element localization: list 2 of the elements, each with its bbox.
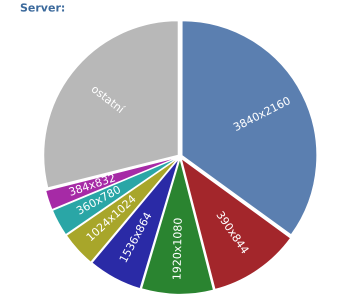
chart-title: Server: [20,1,66,14]
slice-label: 1920x1080 [170,218,185,280]
